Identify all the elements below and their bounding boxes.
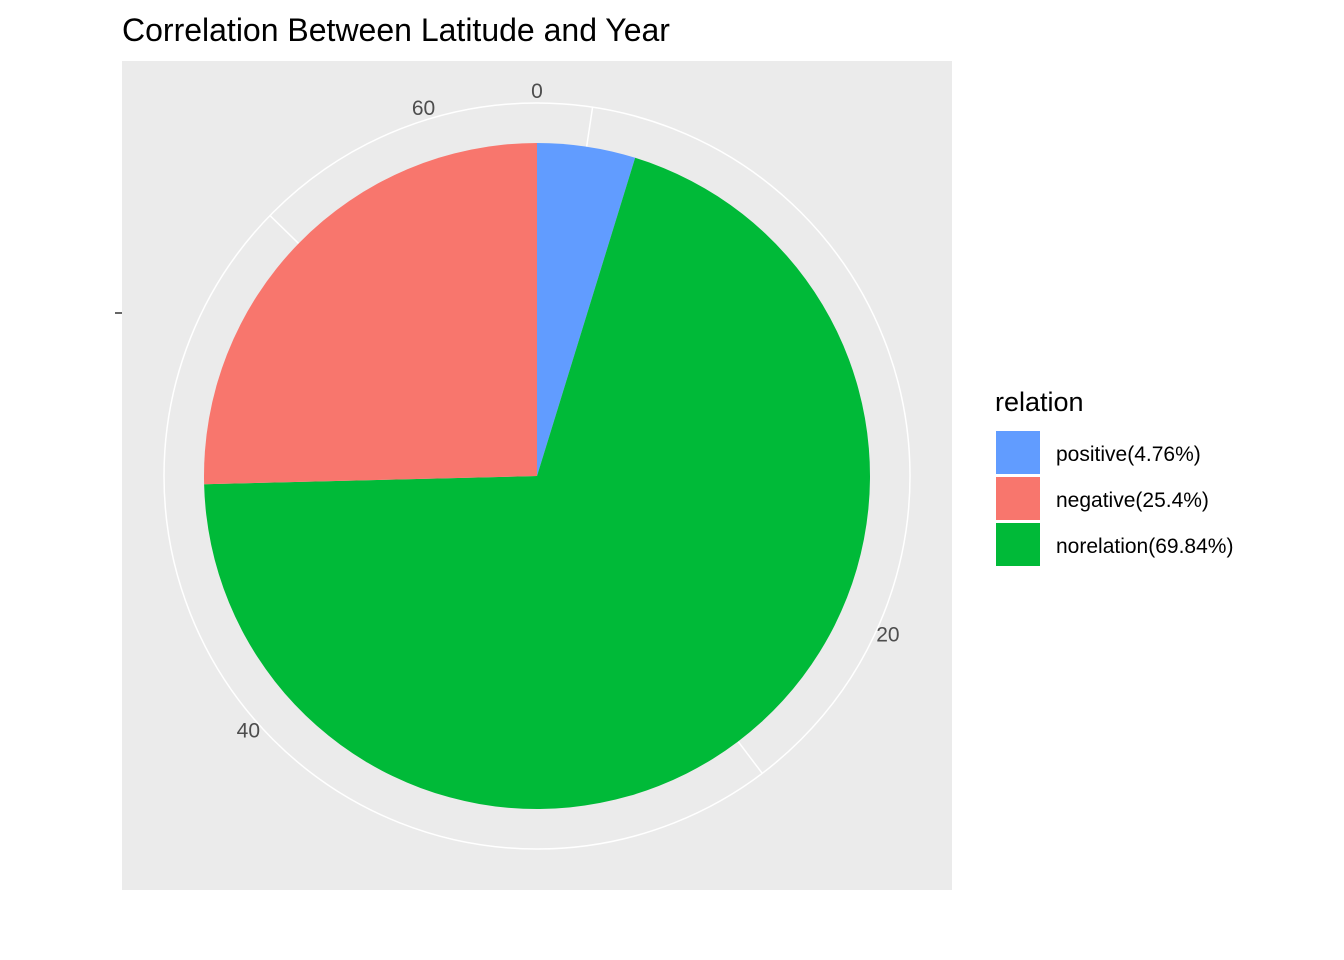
legend-swatch-negative — [996, 477, 1040, 520]
tick-label-20: 20 — [876, 623, 899, 646]
legend-label-negative: negative(25.4%) — [1056, 489, 1209, 512]
grid-circle — [163, 102, 911, 850]
legend-swatch-positive — [996, 431, 1040, 474]
pie-slice-negative — [204, 143, 537, 485]
legend-title: relation — [995, 387, 1084, 417]
tick-label-40: 40 — [237, 720, 260, 743]
legend: relation positive(4.76%) negative(25.4%) n… — [995, 387, 1233, 566]
tick-layer: 0 20 40 60 — [237, 80, 900, 743]
tick-label-0: 0 — [531, 80, 543, 103]
legend-label-norelation: norelation(69.84%) — [1056, 535, 1233, 558]
legend-label-positive: positive(4.76%) — [1056, 443, 1201, 466]
legend-entries: positive(4.76%) negative(25.4%) norelation… — [996, 431, 1233, 566]
chart-title: Correlation Between Latitude and Year — [122, 12, 670, 48]
slice-layer — [204, 143, 871, 810]
pie-slice-positive — [537, 143, 636, 476]
pie-slice-norelation — [204, 157, 871, 810]
legend-swatch-norelation — [996, 523, 1040, 566]
tick-label-60: 60 — [412, 97, 435, 120]
